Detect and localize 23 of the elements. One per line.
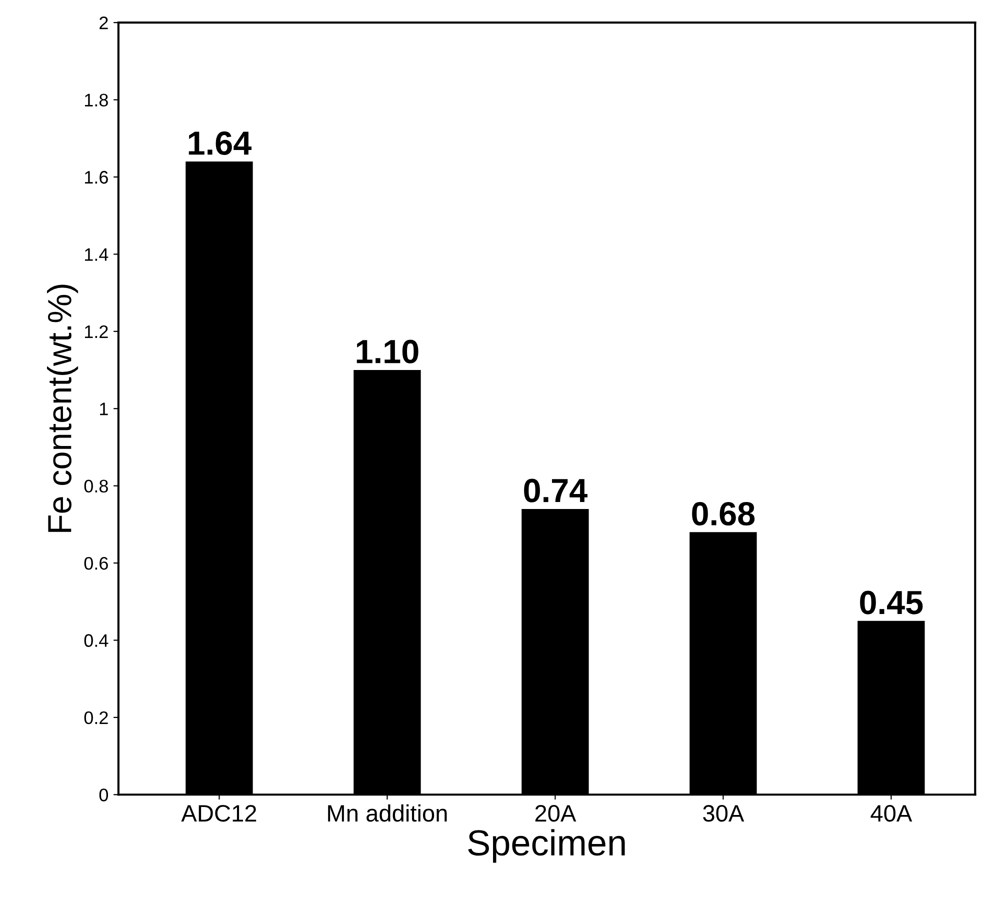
- y-tick-label: 0.6: [84, 556, 108, 570]
- data-label: 0.68: [692, 502, 755, 526]
- y-tick-label: 0.4: [84, 634, 108, 647]
- y-tick-label: 0: [99, 788, 108, 802]
- x-tick-label: ADC12: [181, 804, 256, 822]
- y-tick-label: 1: [100, 402, 108, 416]
- x-tick-label: 20A: [535, 804, 576, 822]
- data-label: 0.74: [524, 478, 588, 502]
- data-label: 1.64: [188, 131, 252, 155]
- data-label: 1.10: [356, 340, 418, 364]
- x-tick-label: 30A: [703, 804, 744, 822]
- data-label: 0.45: [860, 590, 923, 614]
- y-tick-label: 1.8: [84, 94, 108, 106]
- y-tick-label: 2: [100, 16, 108, 30]
- y-axis-title: Fe content(wt.%): [46, 284, 78, 532]
- x-tick-label: Mn addition: [328, 804, 447, 822]
- y-tick-label: 1.2: [84, 325, 108, 338]
- y-tick-label: 0.2: [84, 711, 108, 724]
- y-tick-label: 0.8: [84, 480, 108, 493]
- y-tick-label: 1.6: [84, 170, 108, 184]
- x-tick-label: 40A: [870, 804, 912, 822]
- x-axis-title: Specimen: [468, 829, 625, 863]
- y-tick-label: 1.4: [84, 248, 108, 261]
